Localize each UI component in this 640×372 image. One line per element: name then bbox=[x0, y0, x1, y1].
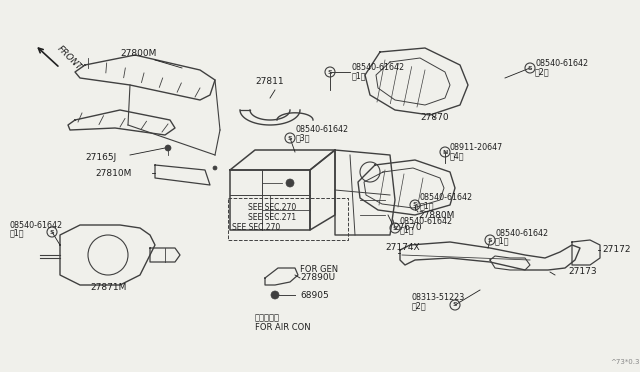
Text: （2）: （2） bbox=[412, 301, 427, 311]
Text: SEE SEC.270: SEE SEC.270 bbox=[248, 203, 296, 212]
Text: 27890U: 27890U bbox=[300, 273, 335, 282]
Text: 27871M: 27871M bbox=[90, 283, 126, 292]
Text: 27172: 27172 bbox=[602, 246, 630, 254]
Text: S: S bbox=[328, 70, 332, 74]
Circle shape bbox=[271, 291, 279, 299]
Text: 08313-51223: 08313-51223 bbox=[412, 294, 465, 302]
Text: （1）: （1） bbox=[400, 225, 415, 234]
Text: 27173: 27173 bbox=[568, 267, 596, 276]
Text: （3）: （3） bbox=[296, 134, 310, 142]
Text: 08540-61642: 08540-61642 bbox=[10, 221, 63, 230]
Circle shape bbox=[286, 179, 294, 187]
Circle shape bbox=[165, 145, 171, 151]
Text: 08540-61642: 08540-61642 bbox=[495, 228, 548, 237]
Text: 27880M: 27880M bbox=[418, 211, 454, 219]
Text: 08911-20647: 08911-20647 bbox=[450, 144, 503, 153]
Text: 27165J: 27165J bbox=[85, 154, 116, 163]
Text: 08540-61642: 08540-61642 bbox=[420, 193, 473, 202]
Text: S: S bbox=[50, 230, 54, 234]
Text: （1）: （1） bbox=[420, 202, 435, 211]
Text: （4）: （4） bbox=[450, 151, 465, 160]
Text: （1）: （1） bbox=[495, 237, 509, 246]
Text: 68905: 68905 bbox=[300, 291, 329, 299]
Circle shape bbox=[213, 166, 217, 170]
Text: S: S bbox=[528, 65, 532, 71]
Text: 08540-61642: 08540-61642 bbox=[352, 64, 405, 73]
Text: S: S bbox=[393, 225, 397, 231]
Text: FRONT: FRONT bbox=[55, 44, 83, 72]
Text: SEE SEC.270: SEE SEC.270 bbox=[232, 224, 280, 232]
Text: S: S bbox=[488, 237, 492, 243]
Text: 08540-61642: 08540-61642 bbox=[400, 218, 453, 227]
Text: 27800M: 27800M bbox=[120, 48, 156, 58]
Text: FOR GEN: FOR GEN bbox=[300, 266, 338, 275]
Text: S: S bbox=[413, 202, 417, 208]
Text: 08540-61642: 08540-61642 bbox=[535, 60, 588, 68]
Text: SEE SEC.271: SEE SEC.271 bbox=[248, 214, 296, 222]
Text: 27174X: 27174X bbox=[385, 244, 420, 253]
Text: ^73*0.3: ^73*0.3 bbox=[610, 359, 639, 365]
Text: 27811: 27811 bbox=[255, 77, 284, 87]
Text: FOR AIR CON: FOR AIR CON bbox=[255, 324, 310, 333]
Text: 27670: 27670 bbox=[393, 224, 422, 232]
Circle shape bbox=[166, 146, 170, 150]
Text: 08540-61642: 08540-61642 bbox=[296, 125, 349, 135]
Text: S: S bbox=[288, 135, 292, 141]
Text: エアコン用: エアコン用 bbox=[255, 314, 280, 323]
Text: （2）: （2） bbox=[535, 67, 550, 77]
Text: 27810M: 27810M bbox=[95, 169, 131, 177]
Text: （1）: （1） bbox=[10, 228, 24, 237]
Text: N: N bbox=[442, 150, 448, 154]
Text: S: S bbox=[452, 302, 458, 308]
Text: （1）: （1） bbox=[352, 71, 367, 80]
Text: 27870: 27870 bbox=[420, 113, 449, 122]
